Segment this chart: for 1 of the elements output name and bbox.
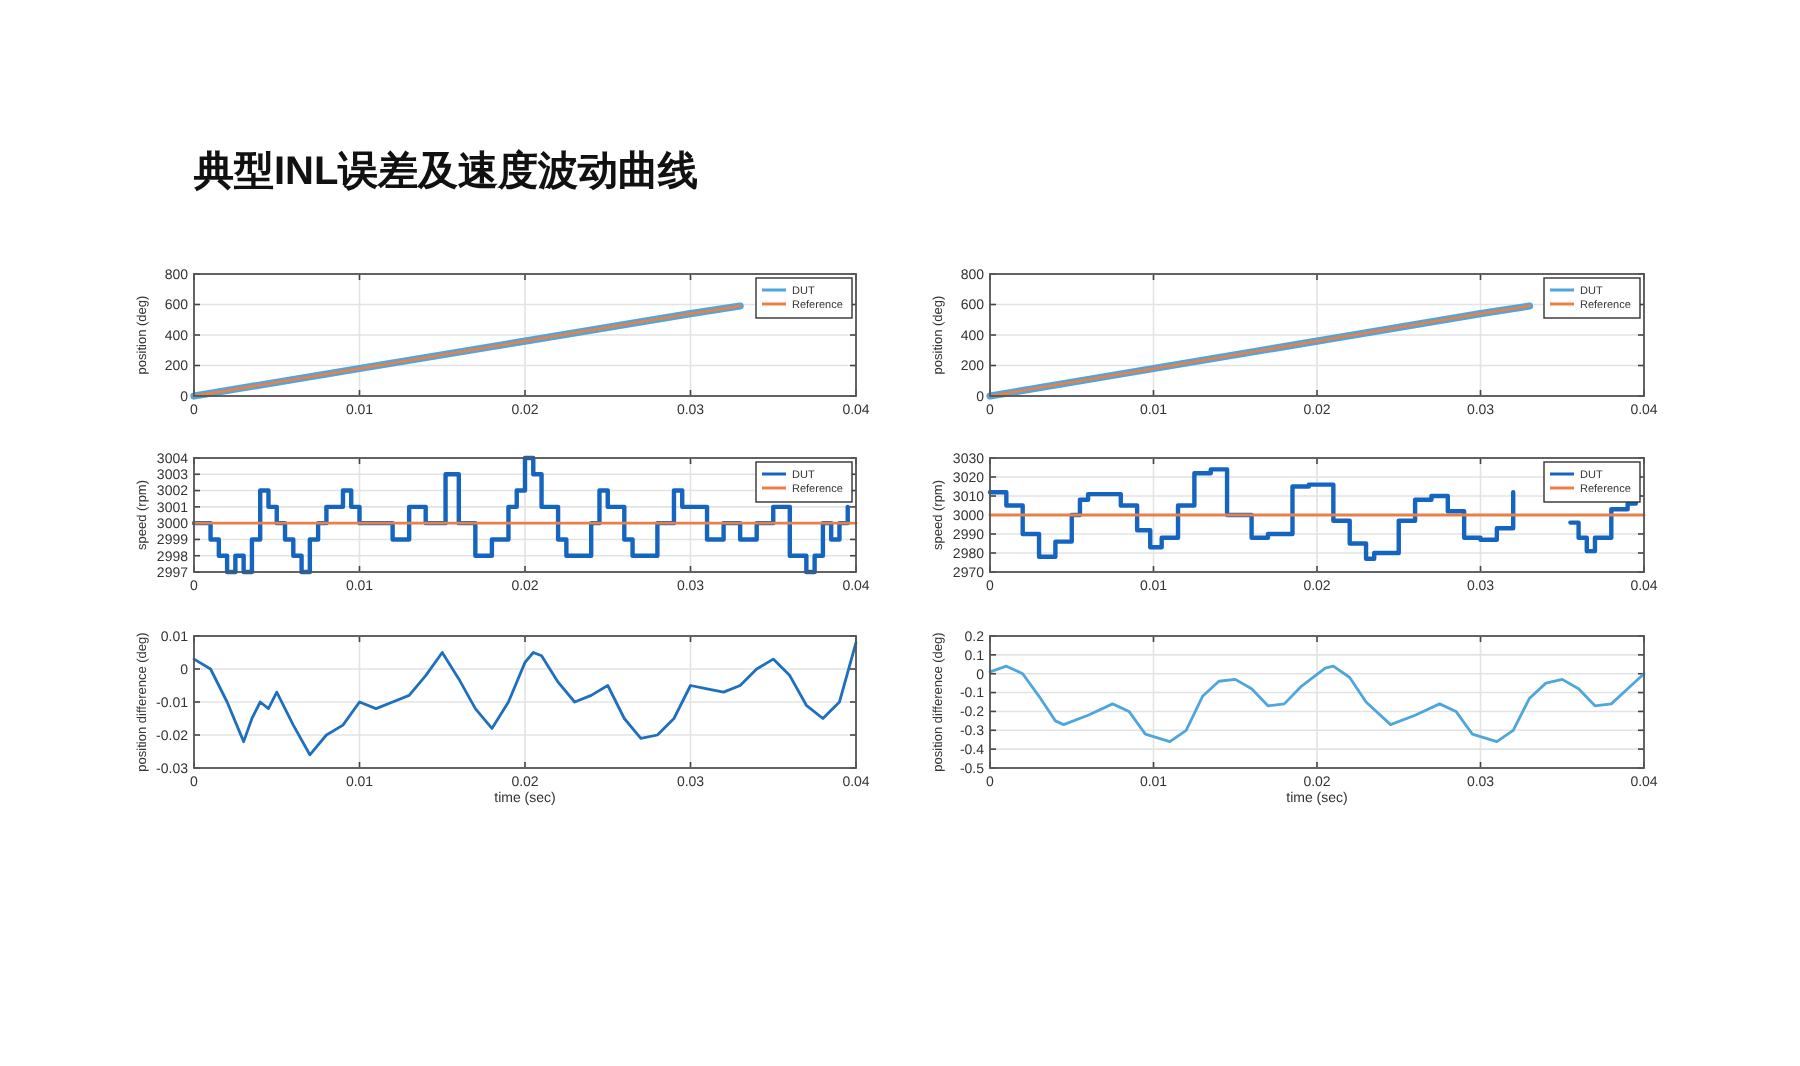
chart-title: 典型INL误差及速度波动曲线 (192, 148, 699, 194)
